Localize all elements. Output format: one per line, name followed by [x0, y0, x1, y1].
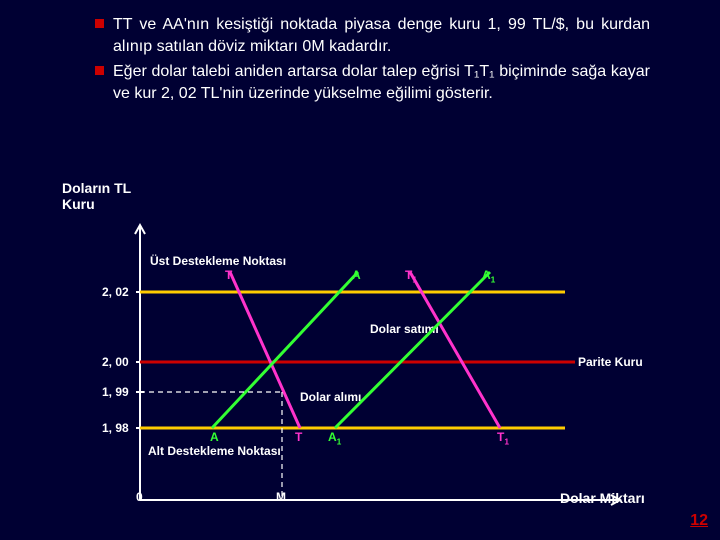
chart-svg [0, 0, 720, 540]
page-number: 12 [690, 512, 708, 530]
